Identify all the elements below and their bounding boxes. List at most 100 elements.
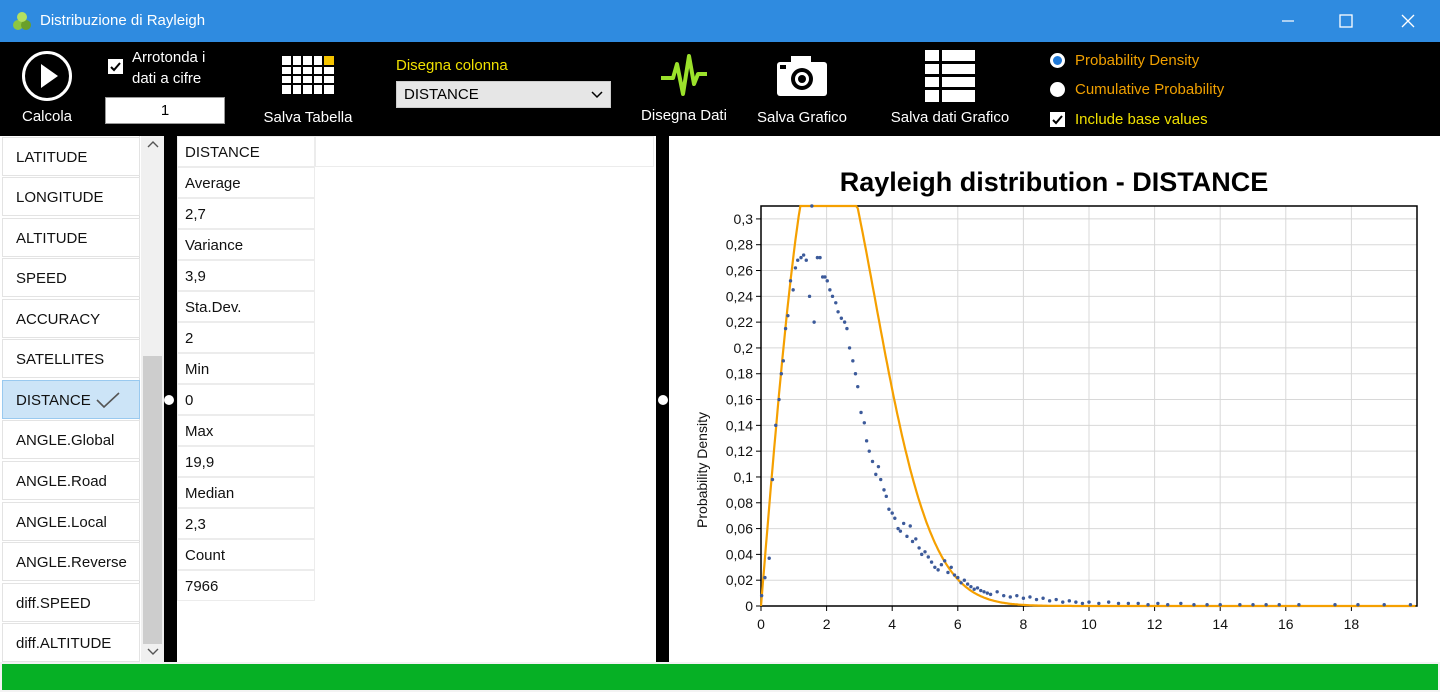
- save-chart-button[interactable]: Salva Grafico: [752, 56, 852, 126]
- data-point: [845, 326, 849, 331]
- x-tick-label: 10: [1081, 616, 1097, 632]
- y-tick-label: 0,18: [726, 366, 753, 382]
- table-row[interactable]: Count: [177, 539, 315, 570]
- table-row[interactable]: Min: [177, 353, 315, 384]
- data-point: [1116, 601, 1121, 606]
- data-point: [856, 384, 860, 389]
- draw-data-button[interactable]: Disegna Dati: [636, 50, 732, 124]
- close-button[interactable]: [1378, 0, 1438, 42]
- field-item-angle-reverse[interactable]: ANGLE.Reverse: [2, 542, 140, 581]
- data-point: [1028, 595, 1032, 599]
- save-table-button[interactable]: Salva Tabella: [262, 56, 354, 126]
- splitter-right[interactable]: [656, 136, 669, 662]
- field-item-angle-local[interactable]: ANGLE.Local: [2, 502, 140, 541]
- minimize-button[interactable]: [1258, 0, 1318, 42]
- include-base-checkbox[interactable]: [1050, 112, 1065, 127]
- data-point: [839, 316, 844, 320]
- data-point: [1297, 603, 1301, 607]
- scroll-up-icon[interactable]: [147, 140, 159, 150]
- data-point: [887, 507, 891, 511]
- data-point: [770, 477, 775, 482]
- data-point: [793, 266, 798, 270]
- y-tick-label: 0,28: [726, 237, 753, 253]
- y-tick-label: 0,08: [726, 495, 753, 511]
- field-item-distance[interactable]: DISTANCE: [2, 380, 140, 419]
- field-list-scrollbar[interactable]: [141, 136, 164, 662]
- data-point: [965, 582, 970, 586]
- x-tick-label: 16: [1278, 616, 1294, 632]
- table-row[interactable]: Variance: [177, 229, 315, 260]
- checkmark-icon: [110, 62, 121, 72]
- scroll-down-icon[interactable]: [147, 646, 159, 656]
- field-item-speed[interactable]: SPEED: [2, 258, 140, 297]
- data-point: [1126, 601, 1131, 606]
- data-point: [1179, 601, 1183, 606]
- table-row[interactable]: Average: [177, 167, 315, 198]
- field-item-diff-altitude[interactable]: diff.ALTITUDE: [2, 623, 140, 662]
- data-point: [862, 421, 867, 425]
- digits-input[interactable]: 1: [105, 97, 225, 124]
- table-row[interactable]: Max: [177, 415, 315, 446]
- pulse-icon: [661, 54, 707, 96]
- chart-panel: Rayleigh distribution - DISTANCE 0 0,02 0,…: [669, 136, 1440, 662]
- field-item-angle-global[interactable]: ANGLE.Global: [2, 420, 140, 459]
- data-point: [939, 563, 944, 567]
- table-row[interactable]: 2: [177, 322, 315, 353]
- splitter-left[interactable]: [164, 136, 177, 662]
- column-select[interactable]: DISTANCE: [396, 81, 611, 108]
- save-chart-data-button[interactable]: Salva dati Grafico: [886, 50, 1014, 126]
- y-tick-label: 0,2: [734, 340, 754, 356]
- probability-density-radio[interactable]: [1050, 53, 1065, 68]
- data-point: [1002, 593, 1006, 598]
- y-tick-label: 0,24: [726, 288, 753, 304]
- data-point: [901, 521, 906, 526]
- data-point: [1277, 603, 1281, 607]
- y-tick-label: 0,3: [734, 211, 754, 227]
- table-row[interactable]: 7966: [177, 570, 315, 601]
- field-item-latitude[interactable]: LATITUDE: [2, 137, 140, 176]
- minimize-icon: [1282, 20, 1294, 22]
- field-item-satellites[interactable]: SATELLITES: [2, 339, 140, 378]
- field-item-angle-road[interactable]: ANGLE.Road: [2, 461, 140, 500]
- save-chart-label: Salva Grafico: [756, 109, 848, 126]
- data-point: [890, 511, 894, 515]
- chevron-down-icon: [591, 91, 603, 99]
- data-point: [774, 423, 778, 428]
- data-point: [1067, 599, 1072, 603]
- calcola-button[interactable]: Calcola: [18, 50, 76, 125]
- data-point: [893, 516, 897, 520]
- data-point: [956, 575, 960, 580]
- y-tick-label: 0,02: [726, 572, 753, 588]
- data-point: [777, 397, 781, 402]
- x-tick-label: 0: [757, 616, 765, 632]
- round-digits-checkbox[interactable]: [108, 59, 123, 74]
- splitter-handle[interactable]: [164, 395, 174, 405]
- cumulative-probability-radio[interactable]: [1050, 82, 1065, 97]
- field-item-longitude[interactable]: LONGITUDE: [2, 177, 140, 216]
- field-label: SATELLITES: [16, 351, 105, 368]
- table-row[interactable]: 0: [177, 384, 315, 415]
- round-digits-label: Arrotonda i dati a cifre: [132, 47, 205, 89]
- table-row[interactable]: Median: [177, 477, 315, 508]
- scroll-thumb[interactable]: [143, 356, 162, 644]
- data-point: [867, 449, 871, 453]
- field-item-accuracy[interactable]: ACCURACY: [2, 299, 140, 338]
- data-point: [1106, 600, 1111, 604]
- field-item-altitude[interactable]: ALTITUDE: [2, 218, 140, 257]
- include-base-label: Include base values: [1075, 111, 1208, 128]
- maximize-button[interactable]: [1316, 0, 1376, 42]
- field-item-diff-speed[interactable]: diff.SPEED: [2, 583, 140, 622]
- table-row[interactable]: 3,9: [177, 260, 315, 291]
- table-row[interactable]: 2,7: [177, 198, 315, 229]
- data-point: [834, 301, 838, 305]
- table-row[interactable]: 2,3: [177, 508, 315, 539]
- table-row[interactable]: Sta.Dev.: [177, 291, 315, 322]
- x-tick-label: 8: [1020, 616, 1028, 632]
- table-row[interactable]: 19,9: [177, 446, 315, 477]
- data-point: [917, 546, 921, 550]
- data-point: [959, 581, 963, 585]
- splitter-handle[interactable]: [658, 395, 668, 405]
- y-tick-label: 0,22: [726, 314, 753, 330]
- table-header[interactable]: DISTANCE: [177, 136, 315, 167]
- data-point: [1041, 596, 1045, 600]
